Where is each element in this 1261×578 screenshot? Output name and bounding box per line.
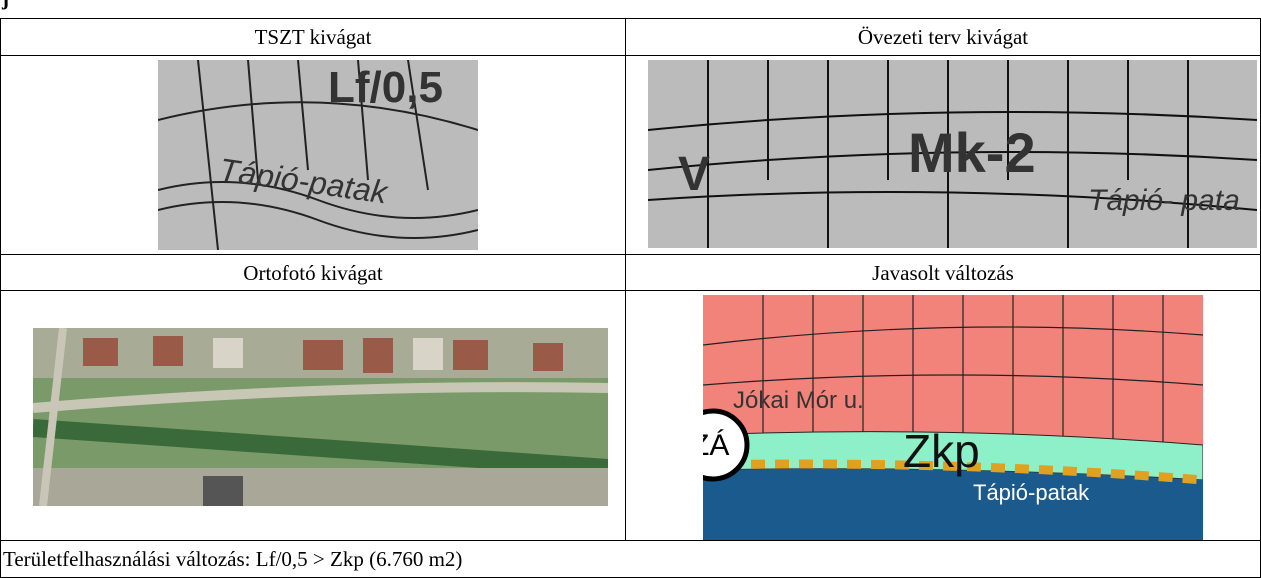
footer-cell: Területfelhasználási változás: Lf/0,5 > … — [0, 540, 1261, 578]
proposed-map: ZÁ Jókai Mór u. Zkp Tápió-patak — [703, 295, 1203, 540]
map-label: Mk-2 — [908, 121, 1036, 184]
map-label: V — [678, 148, 710, 201]
map-label: Zkp — [903, 425, 980, 477]
tszt-map: Lf/0,5 Tápió-patak — [158, 60, 478, 250]
header-cell: Javasolt változás — [625, 254, 1261, 291]
header-cell: TSZT kivágat — [0, 18, 626, 56]
map-label: Jókai Mór u. — [733, 387, 864, 414]
orthophoto — [33, 328, 608, 506]
map-label: Tápió- pata — [1088, 184, 1240, 217]
header-cell: Ortofotó kivágat — [0, 254, 626, 291]
fragment: j — [2, 0, 9, 11]
map-label: Tápió-patak — [973, 480, 1090, 505]
ovezeti-map: Mk-2 V Tápió- pata — [648, 60, 1257, 248]
map-label: ZÁ — [703, 429, 729, 462]
map-label: Lf/0,5 — [328, 63, 443, 112]
header-cell: Övezeti terv kivágat — [625, 18, 1261, 56]
